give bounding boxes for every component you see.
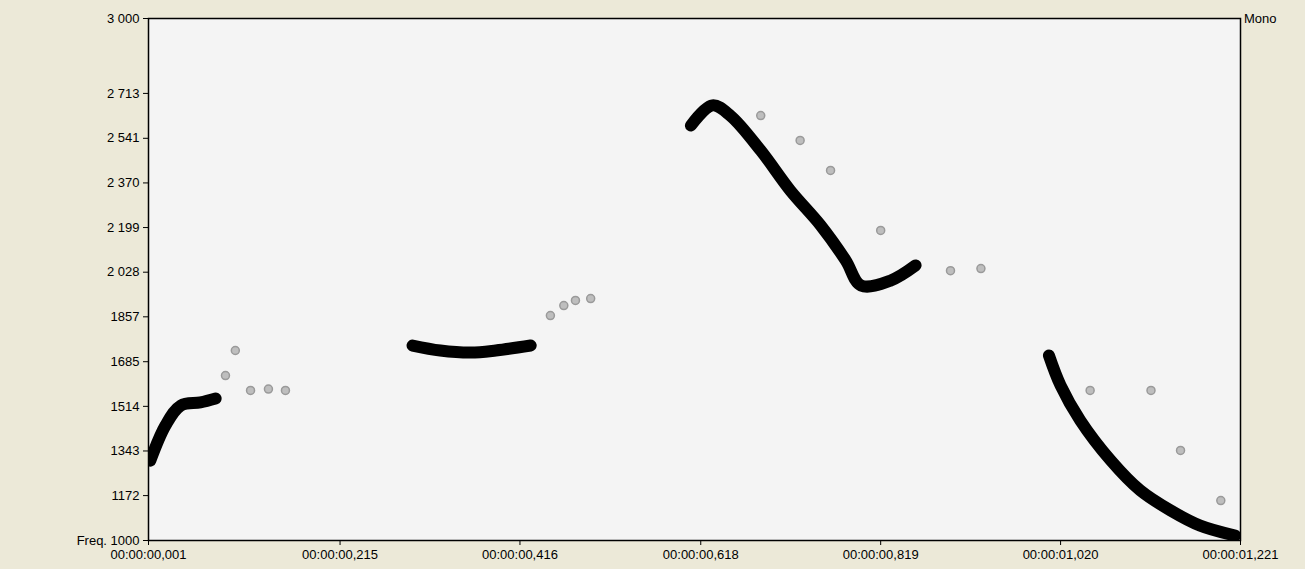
- svg-text:Freq. 1000: Freq. 1000: [77, 533, 140, 548]
- svg-text:00:00:01,221: 00:00:01,221: [1203, 547, 1279, 562]
- svg-text:2 370: 2 370: [107, 175, 140, 190]
- svg-text:00:00:01,020: 00:00:01,020: [1023, 547, 1099, 562]
- svg-text:2 541: 2 541: [107, 130, 140, 145]
- svg-text:2 199: 2 199: [107, 220, 140, 235]
- svg-text:1172: 1172: [112, 488, 140, 503]
- svg-text:2 028: 2 028: [107, 264, 140, 279]
- svg-text:00:00:00,416: 00:00:00,416: [482, 547, 558, 562]
- html-text:Mono: Mono: [1244, 11, 1277, 26]
- svg-text:00:00:00,618: 00:00:00,618: [663, 547, 739, 562]
- svg-text:1514: 1514: [111, 399, 140, 414]
- svg-text:00:00:00,215: 00:00:00,215: [302, 547, 378, 562]
- svg-text:2 713: 2 713: [107, 86, 140, 101]
- svg-text:00:00:00,001: 00:00:00,001: [111, 547, 187, 562]
- svg-text:1685: 1685: [111, 354, 140, 369]
- svg-text:00:00:00,819: 00:00:00,819: [843, 547, 919, 562]
- svg-text:3 000: 3 000: [107, 11, 140, 26]
- svg-text:1857: 1857: [111, 309, 140, 324]
- svg-text:1343: 1343: [111, 443, 140, 458]
